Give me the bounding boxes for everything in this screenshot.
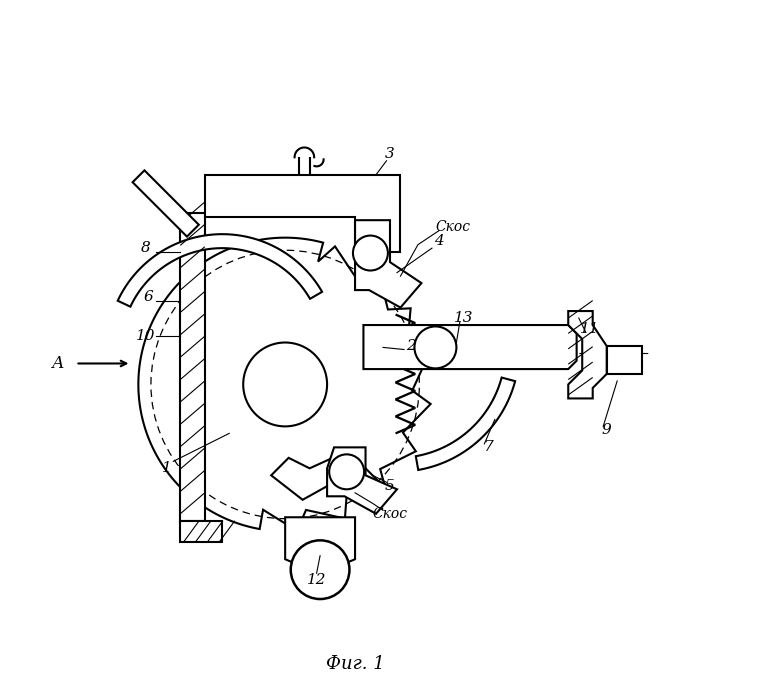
Text: 8: 8 — [140, 241, 151, 255]
Text: 9: 9 — [602, 423, 612, 437]
Text: 4: 4 — [434, 234, 444, 248]
Polygon shape — [355, 220, 421, 308]
Circle shape — [414, 326, 456, 368]
Polygon shape — [607, 346, 642, 374]
Polygon shape — [138, 238, 431, 531]
Polygon shape — [416, 377, 515, 470]
Circle shape — [243, 343, 327, 426]
Polygon shape — [569, 311, 607, 398]
Polygon shape — [180, 213, 205, 521]
Text: 5: 5 — [385, 479, 395, 493]
Polygon shape — [363, 325, 576, 369]
Circle shape — [353, 236, 388, 271]
Polygon shape — [327, 447, 397, 514]
Polygon shape — [271, 451, 380, 500]
Text: 2: 2 — [406, 339, 416, 353]
Text: 1: 1 — [161, 461, 171, 475]
Polygon shape — [133, 171, 199, 236]
Polygon shape — [285, 517, 355, 570]
Polygon shape — [205, 175, 400, 252]
Text: Фиг. 1: Фиг. 1 — [326, 655, 385, 673]
Text: 13: 13 — [454, 311, 473, 325]
Text: 6: 6 — [144, 290, 154, 304]
Circle shape — [291, 540, 349, 599]
Text: 12: 12 — [307, 573, 326, 587]
Text: Скос: Скос — [435, 220, 470, 234]
Text: 3: 3 — [385, 147, 395, 161]
Text: А: А — [52, 355, 65, 372]
Polygon shape — [118, 234, 322, 307]
Text: Скос: Скос — [373, 507, 407, 521]
Text: 11: 11 — [580, 322, 599, 336]
Circle shape — [329, 454, 364, 489]
Text: 7: 7 — [483, 440, 493, 454]
Text: 10: 10 — [136, 329, 155, 343]
Polygon shape — [180, 521, 222, 542]
